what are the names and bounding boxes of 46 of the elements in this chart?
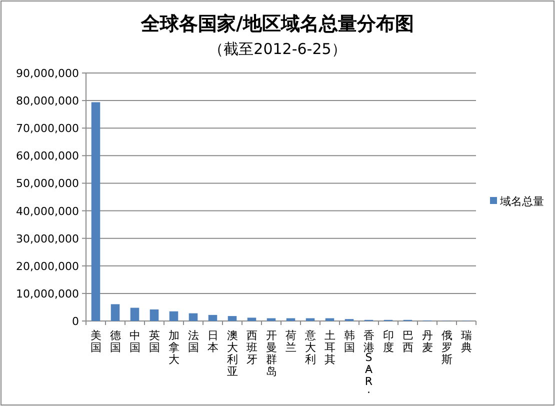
- bar: [130, 308, 140, 321]
- chart-subtitle: （截至2012-6-25）: [208, 40, 346, 58]
- x-tick-label: 巴西: [402, 329, 414, 354]
- bar: [325, 318, 334, 321]
- x-tick-label: 法国: [188, 329, 199, 354]
- x-tick-label: 加拿大: [168, 329, 180, 366]
- bar: [150, 309, 159, 321]
- y-tick-label: 0: [72, 315, 79, 328]
- x-tick-label: 德国: [110, 329, 121, 354]
- x-tick-label: 意大利: [304, 329, 316, 366]
- x-tick-label: 荷兰: [285, 329, 296, 354]
- bar: [208, 314, 218, 321]
- bar: [306, 318, 315, 321]
- bar: [247, 318, 256, 321]
- y-tick-label: 20,000,000: [16, 260, 79, 273]
- bar: [188, 313, 198, 321]
- y-tick-label: 10,000,000: [16, 287, 79, 300]
- y-tick-label: 30,000,000: [16, 232, 79, 246]
- chart-title: 全球各国家/地区域名总量分布图: [140, 13, 414, 35]
- y-tick-label: 80,000,000: [16, 94, 79, 108]
- y-tick-label: 90,000,000: [16, 67, 79, 80]
- x-tick-label: 韩国: [344, 329, 355, 354]
- bar: [266, 318, 276, 321]
- x-tick-label: 西班牙: [246, 329, 258, 366]
- x-tick-label: 印度: [382, 329, 394, 354]
- x-tick-label: 香港S.A.R.: [363, 329, 374, 396]
- y-tick-label: 50,000,000: [16, 177, 79, 190]
- bar: [169, 311, 178, 321]
- y-tick-label: 40,000,000: [16, 204, 79, 218]
- y-tick-label: 60,000,000: [16, 150, 79, 163]
- x-tick-label: 美国: [90, 329, 102, 354]
- x-tick-label: 土耳其: [324, 329, 336, 366]
- x-tick-label: 日本: [207, 329, 218, 354]
- x-tick-label: 俄罗斯: [441, 329, 452, 366]
- x-tick-label: 丹麦: [422, 329, 433, 354]
- bar: [91, 102, 100, 321]
- x-tick-label: 开曼群岛: [266, 329, 277, 378]
- y-tick-label: 70,000,000: [16, 122, 79, 136]
- x-tick-label: 澳大利亚: [226, 329, 238, 378]
- legend-label: 域名总量: [499, 195, 544, 208]
- bar: [228, 316, 237, 321]
- bar: [110, 304, 120, 321]
- x-tick-label: 英国: [148, 329, 160, 354]
- x-tick-label: 瑞典: [460, 329, 472, 354]
- bar: [286, 318, 296, 321]
- x-tick-label: 中国: [129, 329, 140, 354]
